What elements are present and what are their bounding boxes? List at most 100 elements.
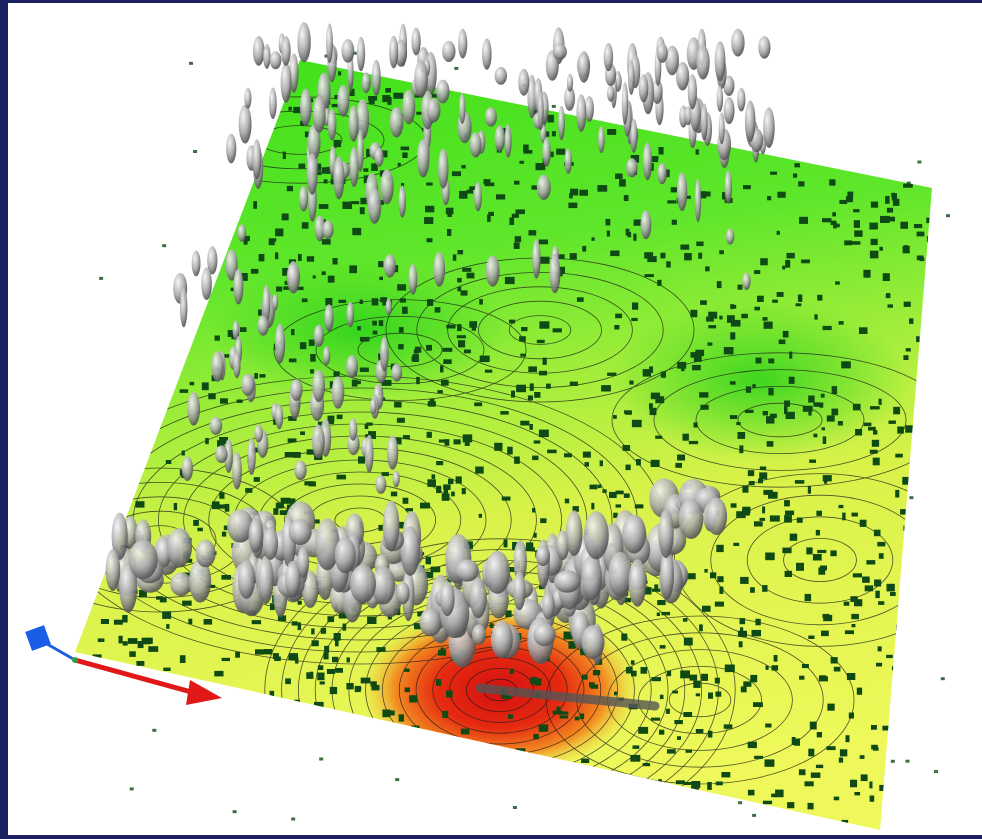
speckle — [255, 649, 264, 655]
speckle — [651, 677, 661, 682]
speckle — [869, 795, 875, 802]
speckle — [179, 469, 184, 476]
contour — [315, 315, 485, 384]
speckle — [798, 769, 806, 776]
speckle — [354, 685, 361, 693]
speckle — [459, 190, 468, 199]
speckle — [404, 687, 410, 693]
speckle — [221, 575, 231, 580]
speckle — [833, 796, 840, 801]
isosurface-blob — [226, 133, 237, 164]
speckle — [815, 529, 820, 536]
isosurface-blob — [357, 129, 364, 172]
isosurface-blob — [297, 546, 310, 578]
isosurface-blob — [348, 105, 359, 142]
isosurface-blob — [288, 519, 312, 545]
speckle — [533, 440, 541, 444]
speckle — [299, 342, 307, 350]
speckle — [258, 309, 265, 316]
speckle — [826, 746, 836, 751]
speckle — [813, 433, 818, 438]
speckle — [478, 513, 482, 518]
speckle — [754, 306, 760, 311]
speckle — [420, 502, 430, 509]
speckle — [489, 623, 494, 628]
speckle — [448, 478, 454, 485]
isosurface-blob — [211, 351, 224, 382]
speckle — [605, 218, 611, 226]
speckle — [227, 330, 238, 338]
isosurface-blob — [333, 156, 345, 200]
speckle — [837, 421, 843, 426]
speckle — [349, 88, 355, 96]
speckle — [799, 675, 805, 680]
speckle — [789, 351, 793, 359]
isosurface-blob — [469, 132, 482, 158]
isosurface-blob — [391, 363, 403, 382]
speckle — [632, 745, 640, 749]
speckle — [609, 491, 617, 498]
speckle — [288, 106, 292, 111]
speckle — [372, 330, 378, 335]
speckle — [615, 313, 623, 319]
speckle — [359, 207, 365, 215]
isosurface-blob — [484, 107, 497, 127]
speckle — [743, 681, 752, 687]
isosurface-blob — [626, 158, 638, 178]
speckle — [531, 185, 541, 190]
speckle — [658, 147, 664, 155]
speckle — [742, 506, 751, 514]
speckle — [794, 738, 800, 746]
speckle — [772, 299, 778, 303]
speckle — [272, 653, 279, 660]
speckle — [869, 449, 878, 454]
speckle — [264, 649, 273, 655]
isosurface-blob — [290, 379, 303, 401]
speckle — [504, 276, 515, 285]
speckle — [830, 220, 836, 226]
speckle — [136, 661, 145, 666]
isosurface-blob — [252, 36, 265, 66]
speckle — [138, 589, 147, 598]
isosurface-blob — [238, 104, 252, 144]
isosurface-blob — [657, 163, 667, 185]
contour — [477, 300, 602, 360]
speckle — [644, 587, 652, 595]
isosurface-blob — [656, 43, 668, 63]
speckle — [820, 393, 825, 398]
isosurface-blob — [532, 239, 541, 279]
isosurface-blob — [289, 53, 299, 93]
speckle — [426, 431, 432, 438]
speckle — [440, 365, 444, 373]
isosurface-blob — [371, 566, 396, 605]
speckle — [768, 387, 774, 396]
speckle — [886, 207, 894, 213]
speckle — [758, 478, 763, 484]
speckle — [808, 409, 812, 416]
speckle — [892, 198, 900, 206]
speckle — [737, 284, 743, 290]
isosurface-blob — [382, 500, 400, 552]
speckle — [301, 298, 308, 303]
speckle — [457, 250, 464, 255]
speckle — [846, 673, 856, 680]
speckle — [692, 364, 701, 371]
isosurface-blob — [263, 44, 271, 69]
speckle — [277, 615, 287, 622]
speckle — [294, 699, 300, 704]
speckle — [487, 214, 491, 222]
speckle — [748, 481, 755, 486]
speckle — [424, 217, 434, 224]
speckle — [869, 250, 879, 259]
speckle — [514, 180, 520, 185]
speckle — [533, 733, 539, 740]
isosurface-blob — [660, 548, 674, 600]
isosurface-blob — [294, 460, 307, 481]
speckle — [92, 654, 102, 661]
speckle — [733, 542, 740, 546]
speckle — [529, 424, 533, 430]
speckle — [776, 292, 784, 297]
isosurface-blob — [280, 62, 292, 103]
isosurface-blob — [269, 51, 282, 70]
speckle — [332, 258, 338, 265]
